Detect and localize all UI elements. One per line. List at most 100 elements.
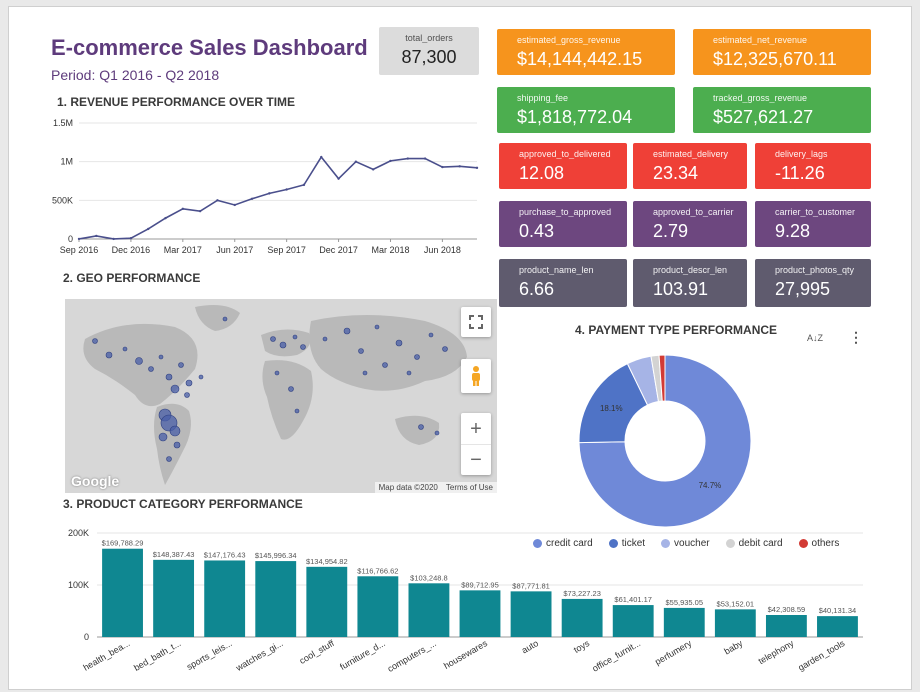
kpi-label: shipping_fee [517,93,569,103]
bar-value-label: $55,935.05 [665,598,703,607]
category-bar[interactable] [817,616,858,637]
bar-value-label: $116,766.62 [357,566,398,575]
dashboard-page: E-commerce Sales Dashboard Period: Q1 20… [8,6,912,690]
legend-item[interactable]: voucher [661,538,710,549]
bar-y-tick-label: 200K [68,528,89,538]
section-title-revenue: 1. REVENUE PERFORMANCE OVER TIME [57,95,296,109]
category-bar[interactable] [510,591,552,637]
terms-of-use-link[interactable]: Terms of Use [445,483,493,492]
line-y-tick-label: 0 [68,234,73,244]
category-bar[interactable] [459,590,501,637]
revenue-point [112,237,115,241]
bar-value-label: $40,131.34 [819,606,857,615]
kpi-shipping-fee: shipping_fee $1,818,772.04 [497,87,675,133]
revenue-point [77,237,81,241]
section-title-payment: 4. PAYMENT TYPE PERFORMANCE [575,323,778,337]
zoom-out-button[interactable]: − [461,444,491,474]
legend-swatch [608,539,618,548]
payment-donut-chart: 74.7% 18.1% [578,354,752,528]
category-bar[interactable] [765,614,807,637]
category-bar[interactable] [102,548,143,637]
kpi-est-gross-revenue: estimated_gross_revenue $14,144,442.15 [497,29,675,75]
category-bar[interactable] [357,576,399,637]
category-bar[interactable] [663,607,705,637]
kpi-label: estimated_delivery [653,149,729,159]
category-bar[interactable] [408,583,450,637]
category-bar[interactable] [612,605,654,637]
bar-value-label: $87,771.81 [512,581,550,590]
legend-item[interactable]: debit card [725,538,783,549]
category-bar[interactable] [153,559,195,637]
bar-category-label: housewares [442,638,489,671]
legend-swatch [798,539,808,548]
revenue-point [458,165,461,168]
donut-slice[interactable] [578,354,752,528]
legend-item[interactable]: others [798,538,840,549]
kpi-label: delivery_lags [775,149,828,159]
bar-category-label: watches_gi... [233,638,284,673]
donut-slice[interactable] [658,354,666,402]
bar-value-label: $73,227.23 [563,589,601,598]
kpi-label: product_name_len [519,265,594,275]
kpi-product-descr-len: product_descr_len 103.91 [633,259,747,307]
bar-value-label: $61,401.17 [614,595,652,604]
revenue-point [389,159,392,163]
line-x-tick-label: Mar 2018 [371,245,409,255]
revenue-point [302,183,306,187]
revenue-point [129,237,133,240]
map-data-credit: Map data ©2020 [378,483,438,492]
bar-category-label: telephony [757,638,796,666]
revenue-point [198,209,202,213]
category-bar-chart: 0 100K 200K $169,788.29 health_bea... $148,38… [68,528,863,674]
category-bar[interactable] [714,609,756,637]
revenue-point [423,157,427,160]
bar-value-label: $148,387.43 [153,550,195,559]
kpi-value: $14,144,442.15 [517,49,643,69]
legend-label: others [811,538,840,549]
section-title-category: 3. PRODUCT CATEGORY PERFORMANCE [63,497,303,511]
zoom-control: + − [461,413,491,475]
bar-value-label: $145,996.34 [255,551,297,560]
kpi-label: approved_to_carrier [653,207,734,217]
kpi-value: 27,995 [775,279,831,299]
kpi-label: estimated_net_revenue [713,35,808,45]
bar-value-label: $53,152.01 [717,599,755,608]
kpi-approved-to-delivered: approved_to_delivered 12.08 [499,143,627,189]
legend-item[interactable]: ticket [608,538,645,549]
bar-category-label: bed_bath_t... [132,638,183,673]
revenue-point [320,155,323,159]
google-logo: Google [71,473,120,489]
revenue-point [354,160,358,163]
zoom-in-button[interactable]: + [470,418,482,440]
kpi-value: $1,818,772.04 [517,107,633,127]
kpi-label: approved_to_delivered [519,149,611,159]
kpi-total-orders: total_orders 87,300 [379,27,479,75]
category-bar[interactable] [255,561,297,637]
category-bar[interactable] [306,566,348,637]
revenue-point [337,177,340,180]
fullscreen-button[interactable] [461,307,491,337]
kpi-value: $527,621.27 [713,107,814,127]
kpi-value: -11.26 [775,163,825,183]
bar-value-label: $169,788.29 [102,539,144,548]
chart-menu-button[interactable]: ⋮ [849,329,863,345]
bar-category-label: toys [572,638,592,655]
legend-item[interactable]: credit card [533,538,593,549]
geo-map[interactable]: + − Google Map data ©2020 Terms of Use [65,299,497,493]
bar-value-label: $103,248.8 [410,573,448,582]
bar-y-tick-label: 100K [68,580,89,590]
bar-category-label: cool_stuff [298,638,337,666]
sort-button[interactable]: A↓Z [807,333,824,343]
kpi-label: carrier_to_customer [775,207,856,217]
revenue-point [95,234,98,238]
kpi-value: 9.28 [775,221,811,241]
revenue-point [441,165,444,169]
kpi-label: tracked_gross_revenue [713,93,808,103]
legend-label: credit card [546,538,593,549]
legend-swatch [661,539,671,548]
category-bar[interactable] [561,598,603,637]
revenue-series-line [78,155,478,240]
street-view-pegman-button[interactable] [461,359,491,393]
revenue-point [268,192,271,195]
category-bar[interactable] [204,560,246,637]
